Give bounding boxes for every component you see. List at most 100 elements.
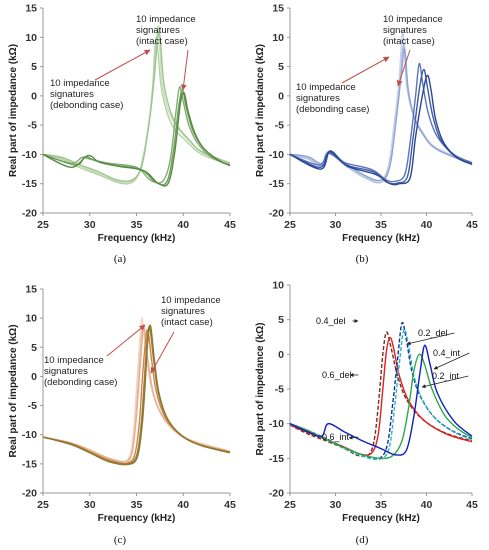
series-label-arrow [348, 435, 359, 440]
series-line-4 [42, 328, 231, 465]
panel-caption: (a) [114, 253, 127, 265]
x-tick-label: 45 [224, 219, 236, 231]
annotation-arrow [396, 49, 411, 87]
x-tick-label: 30 [330, 499, 342, 511]
annotation-text: (intact case) [136, 36, 188, 47]
y-tick-label: -20 [22, 208, 37, 220]
y-tick-label: -20 [269, 488, 284, 500]
y-tick-label: -20 [269, 208, 284, 220]
series-label-text: 0.6_del [322, 370, 352, 380]
annotation-text: 10 impedance [44, 355, 104, 366]
y-tick-label: -5 [28, 120, 37, 132]
chart-panel-1: -20 -15 -10 -5 0 5 10 15 25 30 35 40 45 Frequency (kH… [8, 3, 236, 266]
x-tick-label: 45 [466, 219, 478, 231]
y-tick-label: -5 [28, 400, 37, 412]
annotation-text: 10 impedance [136, 14, 196, 25]
series-label: 0.2_int [421, 371, 469, 389]
series-line-6 [289, 74, 473, 186]
y-tick-label: 10 [25, 32, 37, 44]
series-label-text: 0.2_int [432, 371, 460, 381]
y-tick-label: -15 [22, 458, 37, 470]
series-line-5 [289, 353, 473, 460]
series-line-3 [42, 30, 231, 183]
y-tick-label: 0 [278, 90, 284, 102]
x-tick-label: 40 [421, 499, 433, 511]
series-label: 0.4_del [316, 316, 359, 326]
y-tick-label: -15 [22, 178, 37, 190]
series-group [42, 317, 231, 466]
series-line-3 [42, 326, 231, 463]
y-tick-label: 10 [272, 280, 284, 292]
y-tick-label: 0 [278, 349, 284, 361]
y-tick-label: -10 [22, 149, 37, 161]
annotation-text: (debonding case) [296, 104, 369, 115]
y-tick-label: -10 [22, 429, 37, 441]
annotation-text: signatures [50, 89, 94, 100]
y-tick-label: 10 [25, 313, 37, 325]
annotation-text: (intact case) [383, 36, 435, 47]
y-axis-title: Real part of impedance (kΩ) [255, 44, 266, 177]
y-axis-title: Real part of impedance (kΩ) [255, 322, 266, 455]
series-label: 0.6_int [322, 432, 359, 442]
y-tick-label: 5 [278, 61, 284, 73]
annotation-text: signatures [44, 366, 88, 377]
series-group [289, 30, 473, 186]
series-label-text: 0.6_int [322, 432, 350, 442]
x-tick-label: 40 [421, 219, 433, 231]
x-tick-label: 25 [284, 219, 296, 231]
series-label-text: 0.2_del [418, 328, 448, 338]
series-line-5 [289, 68, 473, 185]
y-tick-label: 5 [31, 61, 37, 73]
x-tick-label: 35 [375, 219, 387, 231]
y-tick-label: 0 [31, 371, 37, 383]
annotation-text: (debonding case) [44, 377, 117, 388]
annotation-arrow [150, 331, 175, 374]
series-label: 0.6_del [322, 370, 359, 380]
x-tick-label: 45 [466, 499, 478, 511]
panels-group: -20 -15 -10 -5 0 5 10 15 25 30 35 40 45 Frequency (kH… [8, 3, 478, 547]
x-tick-label: 35 [131, 499, 143, 511]
y-tick-label: 5 [31, 342, 37, 354]
x-tick-label: 30 [84, 219, 96, 231]
y-tick-label: -20 [22, 488, 37, 500]
series-label-text: 0.4_int [433, 348, 461, 358]
series-label-arrow [421, 375, 469, 389]
x-axis-title: Frequency (kHz) [98, 233, 176, 244]
series-label-arrow [433, 352, 470, 370]
y-tick-label: 5 [278, 314, 284, 326]
series-group [42, 24, 231, 187]
y-tick-label: -15 [269, 178, 284, 190]
x-tick-label: 35 [375, 499, 387, 511]
y-tick-label: -10 [269, 418, 284, 430]
x-axis-title: Frequency (kHz) [342, 513, 420, 524]
x-tick-label: 40 [177, 499, 189, 511]
series-line-6 [42, 324, 231, 466]
series-label: 0.2_del [406, 328, 455, 346]
x-axis-title: Frequency (kHz) [342, 233, 420, 244]
series-line-6 [289, 344, 473, 456]
series-label-arrow [406, 332, 455, 346]
panel-caption: (d) [356, 534, 369, 546]
y-tick-label: 10 [272, 32, 284, 44]
y-axis-title: Real part of impedance (kΩ) [8, 324, 19, 457]
annotation-text: (debonding case) [50, 100, 123, 111]
annotation-text: signatures [383, 25, 427, 36]
y-tick-label: -5 [275, 120, 284, 132]
y-tick-label: 15 [25, 3, 37, 15]
series-group [289, 321, 473, 461]
y-tick-label: 0 [31, 90, 37, 102]
annotation-text: signatures [136, 25, 180, 36]
annotation-text: signatures [161, 306, 205, 317]
x-axis-title: Frequency (kHz) [98, 513, 176, 524]
y-tick-label: 15 [25, 284, 37, 296]
series-label-text: 0.4_del [316, 316, 346, 326]
annotation-text: signatures [296, 93, 340, 104]
y-tick-label: -5 [275, 384, 284, 396]
panel-caption: (b) [356, 253, 369, 265]
y-tick-label: -15 [269, 453, 284, 465]
